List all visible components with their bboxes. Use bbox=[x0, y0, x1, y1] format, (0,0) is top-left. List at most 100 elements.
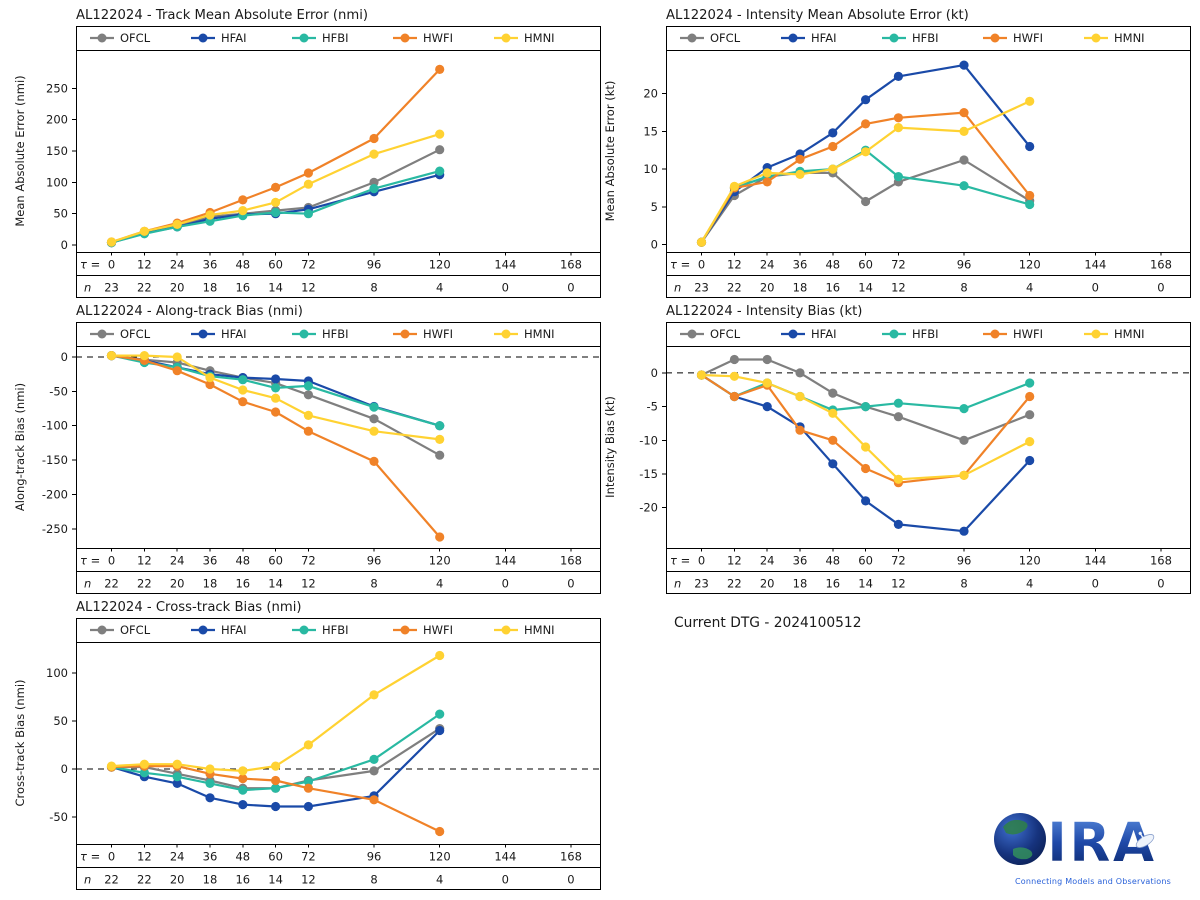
tau-value: 24 bbox=[170, 850, 185, 864]
tau-value: 72 bbox=[301, 850, 316, 864]
marker-HFBI bbox=[303, 209, 313, 219]
tau-value: 12 bbox=[727, 258, 742, 272]
y-tick-label: -50 bbox=[49, 384, 68, 398]
legend-label-HWFI: HWFI bbox=[423, 327, 453, 341]
marker-HMNI bbox=[205, 373, 215, 383]
tau-value: 72 bbox=[301, 258, 316, 272]
chart-cross-track-bias: AL122024 - Cross-track Bias (nmi) OFCL HFA… bbox=[10, 596, 602, 895]
legend-label-HFBI: HFBI bbox=[912, 327, 939, 341]
marker-OFCL bbox=[369, 766, 379, 776]
marker-HWFI bbox=[205, 379, 215, 390]
legend-label-OFCL: OFCL bbox=[710, 327, 741, 341]
y-tick-label: 5 bbox=[651, 200, 658, 214]
n-value: 14 bbox=[858, 281, 873, 295]
tau-row bbox=[666, 548, 1191, 572]
y-axis-label: Along-track Bias (nmi) bbox=[13, 383, 27, 511]
y-tick-label: 100 bbox=[46, 666, 68, 680]
marker-HFAI bbox=[303, 801, 313, 812]
y-axis-label: Cross-track Bias (nmi) bbox=[13, 679, 27, 806]
n-value: 4 bbox=[1026, 577, 1033, 591]
marker-HFBI bbox=[271, 383, 281, 393]
tau-value: 96 bbox=[957, 258, 972, 272]
cross-track-bias-figure: AL122024 - Cross-track Bias (nmi) OFCL HFA… bbox=[13, 600, 601, 890]
y-tick-label: 100 bbox=[46, 175, 68, 189]
track-mae-figure: AL122024 - Track Mean Absolute Error (nm… bbox=[13, 8, 601, 298]
marker-HMNI bbox=[828, 408, 838, 418]
marker-HFBI bbox=[435, 421, 445, 431]
chart-title: AL122024 - Along-track Bias (nmi) bbox=[76, 304, 303, 319]
intensity-bias-figure: AL122024 - Intensity Bias (kt) OFCL HFAI HF… bbox=[603, 304, 1191, 594]
n-value: 20 bbox=[170, 873, 185, 887]
marker-HMNI bbox=[861, 147, 871, 157]
marker-HFBI bbox=[893, 398, 903, 408]
n-value: 18 bbox=[793, 577, 808, 591]
marker-HFBI bbox=[893, 172, 903, 182]
tau-value: 144 bbox=[494, 554, 516, 568]
n-value: 16 bbox=[235, 281, 250, 295]
n-value: 0 bbox=[1092, 281, 1099, 295]
cira-tagline: Connecting Models and Observations bbox=[1015, 877, 1171, 886]
y-tick-label: 20 bbox=[643, 87, 658, 101]
marker-HFAI bbox=[861, 95, 871, 105]
marker-HWFI bbox=[303, 426, 313, 436]
y-tick-label: 0 bbox=[61, 762, 68, 776]
marker-HMNI bbox=[762, 168, 772, 178]
n-value: 20 bbox=[760, 577, 775, 591]
marker-HFAI bbox=[828, 128, 838, 138]
plot-area bbox=[76, 346, 601, 549]
marker-HMNI bbox=[893, 123, 903, 133]
marker-HFAI bbox=[893, 71, 903, 81]
marker-HMNI bbox=[172, 759, 182, 769]
n-value: 16 bbox=[235, 873, 250, 887]
marker-HMNI bbox=[369, 690, 379, 700]
cira-logo: IRA Connecting Models and Observations bbox=[993, 799, 1193, 895]
tau-value: 72 bbox=[891, 554, 906, 568]
marker-HFAI bbox=[762, 402, 772, 412]
tau-row-label: τ = bbox=[80, 258, 100, 272]
n-row-label: n bbox=[84, 281, 91, 295]
n-value: 22 bbox=[137, 281, 152, 295]
marker-HFBI bbox=[369, 402, 379, 412]
y-axis-label: Intensity Bias (kt) bbox=[603, 396, 617, 498]
tau-value: 96 bbox=[367, 554, 382, 568]
legend-marker-HFBI bbox=[889, 329, 899, 339]
n-value: 4 bbox=[436, 577, 443, 591]
n-value: 14 bbox=[858, 577, 873, 591]
marker-HMNI bbox=[1025, 437, 1035, 447]
chart-title: AL122024 - Track Mean Absolute Error (nm… bbox=[76, 8, 368, 23]
marker-HMNI bbox=[238, 385, 248, 395]
marker-HFBI bbox=[1025, 199, 1035, 210]
marker-HMNI bbox=[435, 434, 445, 444]
marker-HMNI bbox=[303, 740, 313, 750]
tau-value: 168 bbox=[1150, 554, 1172, 568]
y-tick-label: 0 bbox=[651, 237, 658, 251]
legend-marker-HFBI bbox=[299, 33, 309, 43]
marker-HWFI bbox=[238, 774, 248, 784]
legend-label-HMNI: HMNI bbox=[524, 623, 555, 637]
tau-value: 0 bbox=[698, 258, 705, 272]
tau-value: 144 bbox=[494, 258, 516, 272]
legend-label-HFBI: HFBI bbox=[322, 31, 349, 45]
n-value: 8 bbox=[960, 281, 967, 295]
legend-label-HFAI: HFAI bbox=[811, 327, 836, 341]
n-value: 22 bbox=[137, 577, 152, 591]
n-row bbox=[76, 275, 601, 298]
marker-HFBI bbox=[1025, 378, 1035, 388]
legend-label-HFBI: HFBI bbox=[322, 623, 349, 637]
marker-HWFI bbox=[435, 64, 445, 74]
marker-HWFI bbox=[435, 826, 445, 837]
marker-HMNI bbox=[696, 237, 707, 247]
tau-value: 60 bbox=[268, 850, 283, 864]
tau-value: 0 bbox=[698, 554, 705, 568]
y-tick-label: -10 bbox=[639, 433, 658, 447]
tau-value: 48 bbox=[825, 258, 840, 272]
tau-value: 48 bbox=[235, 258, 250, 272]
marker-HMNI bbox=[205, 764, 215, 774]
tau-value: 48 bbox=[235, 850, 250, 864]
tau-value: 36 bbox=[793, 554, 808, 568]
n-value: 16 bbox=[825, 577, 840, 591]
n-value: 18 bbox=[203, 577, 218, 591]
tau-row-label: τ = bbox=[80, 850, 100, 864]
tau-value: 0 bbox=[108, 850, 115, 864]
tau-value: 144 bbox=[1084, 258, 1106, 272]
